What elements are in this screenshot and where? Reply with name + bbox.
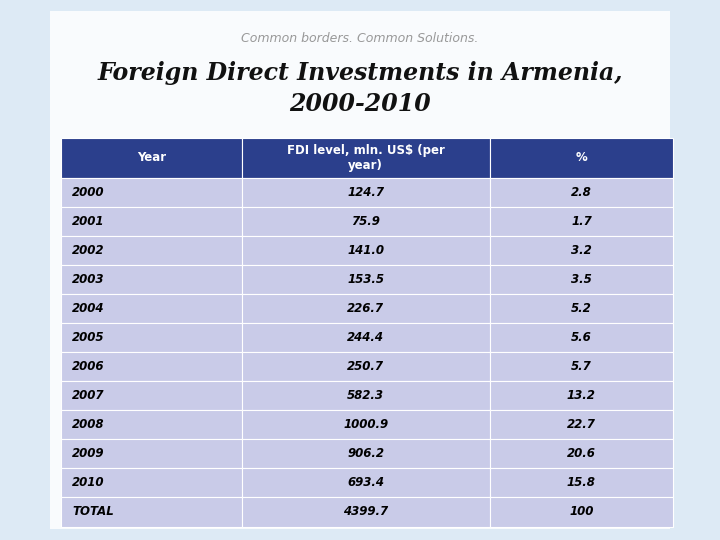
Text: 15.8: 15.8 bbox=[567, 476, 596, 489]
Text: 2009: 2009 bbox=[72, 448, 104, 461]
Text: 2008: 2008 bbox=[72, 418, 104, 431]
Text: 5.2: 5.2 bbox=[571, 302, 592, 315]
Text: 2002: 2002 bbox=[72, 244, 104, 257]
Text: 3.5: 3.5 bbox=[571, 273, 592, 286]
Text: 4399.7: 4399.7 bbox=[343, 505, 388, 518]
Text: 226.7: 226.7 bbox=[347, 302, 384, 315]
Text: 22.7: 22.7 bbox=[567, 418, 596, 431]
Text: 20.6: 20.6 bbox=[567, 448, 596, 461]
Text: 2003: 2003 bbox=[72, 273, 104, 286]
Text: 1.7: 1.7 bbox=[571, 215, 592, 228]
Text: 2007: 2007 bbox=[72, 389, 104, 402]
Text: %: % bbox=[575, 151, 588, 165]
Text: 5.7: 5.7 bbox=[571, 360, 592, 373]
Text: TOTAL: TOTAL bbox=[72, 505, 114, 518]
Text: 2001: 2001 bbox=[72, 215, 104, 228]
Text: 3.2: 3.2 bbox=[571, 244, 592, 257]
Text: 141.0: 141.0 bbox=[347, 244, 384, 257]
Text: 2004: 2004 bbox=[72, 302, 104, 315]
Text: 2000-2010: 2000-2010 bbox=[289, 92, 431, 116]
Text: 2006: 2006 bbox=[72, 360, 104, 373]
Text: 582.3: 582.3 bbox=[347, 389, 384, 402]
Text: 250.7: 250.7 bbox=[347, 360, 384, 373]
Text: 75.9: 75.9 bbox=[351, 215, 380, 228]
Text: 906.2: 906.2 bbox=[347, 448, 384, 461]
Text: Foreign Direct Investments in Armenia,: Foreign Direct Investments in Armenia, bbox=[97, 61, 623, 85]
Text: 5.6: 5.6 bbox=[571, 332, 592, 345]
Text: 100: 100 bbox=[570, 505, 593, 518]
Text: 2005: 2005 bbox=[72, 332, 104, 345]
Text: 2.8: 2.8 bbox=[571, 186, 592, 199]
Text: Common borders. Common Solutions.: Common borders. Common Solutions. bbox=[241, 32, 479, 45]
Text: 2010: 2010 bbox=[72, 476, 104, 489]
Text: 244.4: 244.4 bbox=[347, 332, 384, 345]
Text: 1000.9: 1000.9 bbox=[343, 418, 388, 431]
Text: FDI level, mln. US$ (per
year): FDI level, mln. US$ (per year) bbox=[287, 144, 445, 172]
Text: 13.2: 13.2 bbox=[567, 389, 596, 402]
Text: 124.7: 124.7 bbox=[347, 186, 384, 199]
Text: Year: Year bbox=[137, 151, 166, 165]
Text: 2000: 2000 bbox=[72, 186, 104, 199]
Text: 153.5: 153.5 bbox=[347, 273, 384, 286]
Text: 693.4: 693.4 bbox=[347, 476, 384, 489]
